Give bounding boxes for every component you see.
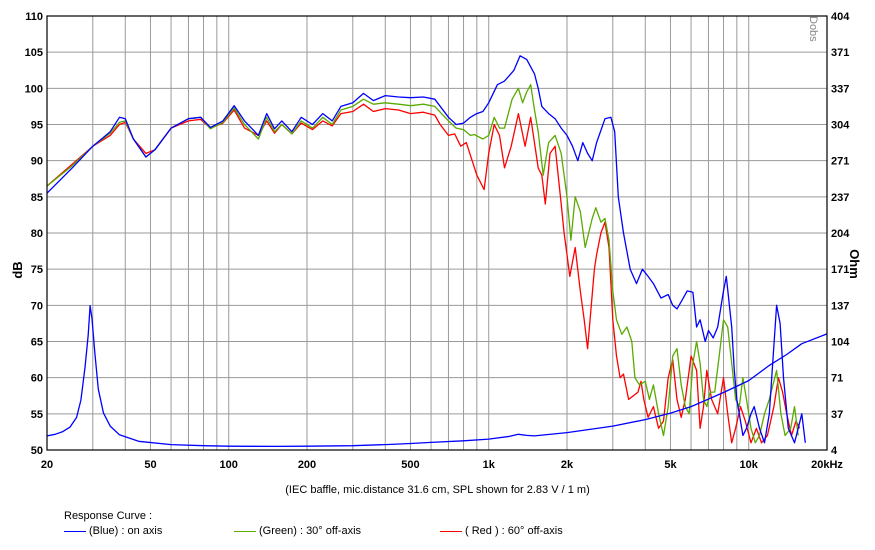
legend-label-red: ( Red ) : 60° off-axis: [465, 525, 563, 537]
y-tick-label: 105: [25, 47, 43, 59]
legend-swatch-red: [440, 530, 462, 532]
y-axis-label: dB: [10, 261, 25, 278]
y2-tick-label: 304: [831, 120, 850, 132]
y-tick-labels: 50 55 60 65 70 75 80 85 90 95 100 105 110: [25, 11, 43, 457]
curve-60-off-axis: [46, 103, 801, 444]
x-tick-label: 20kHz: [811, 459, 843, 471]
y2-tick-label: 271: [831, 156, 849, 168]
y2-tick-label: 71: [831, 373, 843, 385]
y-tick-label: 110: [25, 11, 43, 23]
legend-title: Response Curve :: [64, 510, 153, 522]
y-tick-label: 65: [31, 337, 43, 349]
y2-axis-label: Ohm: [847, 249, 862, 279]
y2-tick-label: 337: [831, 83, 849, 95]
y2-tick-label: 137: [831, 300, 849, 312]
curve-30-off-axis: [46, 84, 799, 444]
x-tick-label: 5k: [664, 459, 677, 471]
legend-item-red: ( Red ) : 60° off-axis: [440, 525, 563, 537]
y2-tick-label: 37: [831, 409, 843, 421]
y2-tick-label: 237: [831, 192, 849, 204]
legend-label-green: (Green) : 30° off-axis: [259, 525, 362, 537]
x-tick-label: 50: [144, 459, 156, 471]
x-tick-label: 10k: [740, 459, 759, 471]
y-tick-label: 70: [31, 300, 43, 312]
x-tick-label: 20: [41, 459, 53, 471]
y-tick-label: 50: [31, 445, 43, 457]
x-tick-labels: 20 50 100 200 500 1k 2k 5k 10k 20kHz: [41, 459, 844, 471]
x-tick-label: 2k: [561, 459, 574, 471]
y-tick-label: 75: [31, 264, 43, 276]
y2-tick-label: 204: [831, 228, 850, 240]
y-tick-label: 55: [31, 409, 43, 421]
curve-on-axis: [46, 55, 806, 444]
x-tick-label: 1k: [483, 459, 496, 471]
watermark: Dobs: [807, 16, 819, 42]
legend-swatch-blue: [64, 530, 86, 532]
curve-impedance: [46, 305, 828, 448]
y-tick-label: 85: [31, 192, 43, 204]
legend-swatch-green: [234, 530, 256, 532]
legend-item-green: (Green) : 30° off-axis: [234, 525, 361, 537]
measurement-note: (IEC baffle, mic.distance 31.6 cm, SPL s…: [285, 484, 590, 496]
y-tick-label: 90: [31, 156, 43, 168]
x-tick-label: 500: [401, 459, 419, 471]
grid: [46, 15, 828, 451]
y-tick-label: 95: [31, 120, 43, 132]
y2-tick-label: 371: [831, 47, 849, 59]
x-tick-label: 100: [220, 459, 238, 471]
plot-frame: [46, 15, 828, 451]
y-tick-label: 100: [25, 83, 43, 95]
y-tick-label: 60: [31, 373, 43, 385]
y2-tick-label: 4: [831, 445, 838, 457]
legend-item-blue: (Blue) : on axis: [64, 525, 162, 537]
y2-tick-labels: 4 37 71 104 137 171 204 237 271 304 337 371 404: [831, 11, 850, 457]
legend-label-blue: (Blue) : on axis: [89, 525, 163, 537]
curves: [46, 55, 828, 448]
x-tick-label: 200: [298, 459, 316, 471]
y2-tick-label: 404: [831, 11, 850, 23]
y2-tick-label: 104: [831, 337, 850, 349]
y-tick-label: 80: [31, 228, 43, 240]
y2-tick-label: 171: [831, 264, 849, 276]
